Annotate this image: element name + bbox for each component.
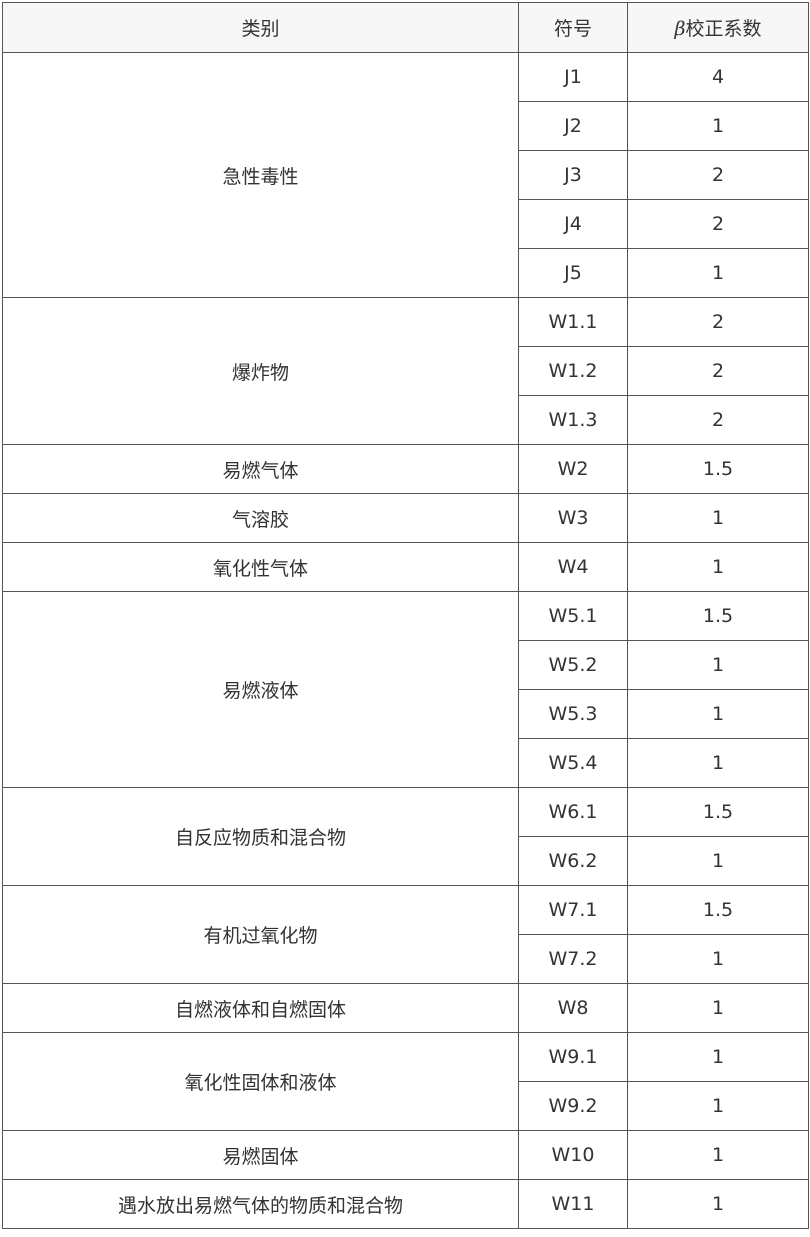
symbol-cell: J5 <box>518 248 628 298</box>
symbol-cell: W8 <box>518 983 628 1033</box>
category-cell: 易燃气体 <box>2 444 519 494</box>
header-category: 类别 <box>2 2 519 53</box>
symbol-cell: W2 <box>518 444 628 494</box>
table-row: J2 1 <box>3 101 809 151</box>
beta-cell: 1 <box>627 1032 809 1082</box>
table-row: 爆炸物 W1.1 2 <box>2 297 809 445</box>
symbol-cell: W3 <box>518 493 628 543</box>
category-cell: 自反应物质和混合物 <box>2 787 519 886</box>
category-cell: 急性毒性 <box>2 52 519 298</box>
symbol-cell: W5.1 <box>518 591 628 641</box>
beta-symbol: β <box>674 18 686 40</box>
category-cell: 气溶胶 <box>2 493 519 543</box>
symbol-cell: J4 <box>518 199 628 249</box>
category-cell: 有机过氧化物 <box>2 885 519 984</box>
beta-cell: 1 <box>627 934 809 984</box>
category-cell: 遇水放出易燃气体的物质和混合物 <box>2 1179 519 1229</box>
table-row: 有机过氧化物 W7.1 1.5 <box>2 885 809 984</box>
category-cell: 自燃液体和自燃固体 <box>2 983 519 1033</box>
symbol-cell: W9.1 <box>518 1032 628 1082</box>
symbol-cell: W1.3 <box>518 395 628 445</box>
table-row: 氧化性气体 W4 1 <box>2 542 809 592</box>
beta-cell: 1 <box>627 1081 809 1131</box>
symbol-cell: W5.2 <box>518 640 628 690</box>
beta-cell: 1 <box>627 640 809 690</box>
beta-cell: 1.5 <box>627 787 809 837</box>
table-row: 氧化性固体和液体 W9.1 1 <box>2 1032 809 1131</box>
symbol-cell: W5.4 <box>518 738 628 788</box>
symbol-cell: J2 <box>518 101 628 151</box>
symbol-cell: W4 <box>518 542 628 592</box>
table-row: W7.2 1 <box>3 934 809 984</box>
beta-cell: 1 <box>627 1179 809 1229</box>
table-row: W1.3 2 <box>3 395 809 445</box>
table-row: W5.3 1 <box>3 689 809 739</box>
table-row: W9.2 1 <box>3 1081 809 1131</box>
symbol-cell: W7.1 <box>518 885 628 935</box>
header-coef-label: 校正系数 <box>685 18 762 40</box>
symbol-cell: J1 <box>518 52 628 102</box>
beta-cell: 2 <box>627 150 809 200</box>
symbol-cell: W10 <box>518 1130 628 1180</box>
table-row: 自反应物质和混合物 W6.1 1.5 <box>2 787 809 886</box>
beta-cell: 1.5 <box>627 591 809 641</box>
table-row: J4 2 <box>3 199 809 249</box>
category-cell: 氧化性固体和液体 <box>2 1032 519 1131</box>
beta-cell: 1 <box>627 983 809 1033</box>
beta-cell: 1.5 <box>627 885 809 935</box>
table-row: 遇水放出易燃气体的物质和混合物 W11 1 <box>2 1179 809 1229</box>
beta-cell: 1.5 <box>627 444 809 494</box>
symbol-cell: W7.2 <box>518 934 628 984</box>
beta-cell: 2 <box>627 199 809 249</box>
category-cell: 易燃液体 <box>2 591 519 788</box>
beta-cell: 1 <box>627 689 809 739</box>
table-row: W5.4 1 <box>3 738 809 788</box>
table-row: W5.2 1 <box>3 640 809 690</box>
beta-cell: 4 <box>627 52 809 102</box>
symbol-cell: W9.2 <box>518 1081 628 1131</box>
table-row: W1.2 2 <box>3 346 809 396</box>
table-row: 自燃液体和自燃固体 W8 1 <box>2 983 809 1033</box>
symbol-cell: W1.2 <box>518 346 628 396</box>
symbol-cell: J3 <box>518 150 628 200</box>
beta-cell: 2 <box>627 297 809 347</box>
beta-cell: 1 <box>627 248 809 298</box>
table-row: W6.2 1 <box>3 836 809 886</box>
beta-cell: 1 <box>627 738 809 788</box>
symbol-cell: W11 <box>518 1179 628 1229</box>
header-symbol: 符号 <box>518 2 628 53</box>
symbol-cell: W6.1 <box>518 787 628 837</box>
table-row: 易燃固体 W10 1 <box>2 1130 809 1180</box>
beta-cell: 1 <box>627 836 809 886</box>
table-row: 气溶胶 W3 1 <box>2 493 809 543</box>
symbol-cell: W1.1 <box>518 297 628 347</box>
table-row: 急性毒性 J1 4 <box>2 52 809 298</box>
table-row: 易燃气体 W2 1.5 <box>2 444 809 494</box>
table-row: 易燃液体 W5.1 1.5 <box>2 591 809 788</box>
header-row: 类别 符号 β校正系数 <box>2 2 809 53</box>
symbol-cell: W5.3 <box>518 689 628 739</box>
table-row: J3 2 <box>3 150 809 200</box>
category-cell: 易燃固体 <box>2 1130 519 1180</box>
category-cell: 氧化性气体 <box>2 542 519 592</box>
beta-cell: 1 <box>627 493 809 543</box>
table-body: 急性毒性 J1 4 J2 1 J3 2 J4 2 J5 1 爆炸物 W1.1 2 W1.2 2 W1.3 2 易燃气… <box>2 52 809 1229</box>
table-row: J5 1 <box>3 248 809 298</box>
symbol-cell: W6.2 <box>518 836 628 886</box>
category-cell: 爆炸物 <box>2 297 519 445</box>
beta-cell: 1 <box>627 542 809 592</box>
beta-cell: 2 <box>627 395 809 445</box>
beta-cell: 2 <box>627 346 809 396</box>
header-beta-coefficient: β校正系数 <box>627 2 809 53</box>
beta-cell: 1 <box>627 101 809 151</box>
beta-cell: 1 <box>627 1130 809 1180</box>
